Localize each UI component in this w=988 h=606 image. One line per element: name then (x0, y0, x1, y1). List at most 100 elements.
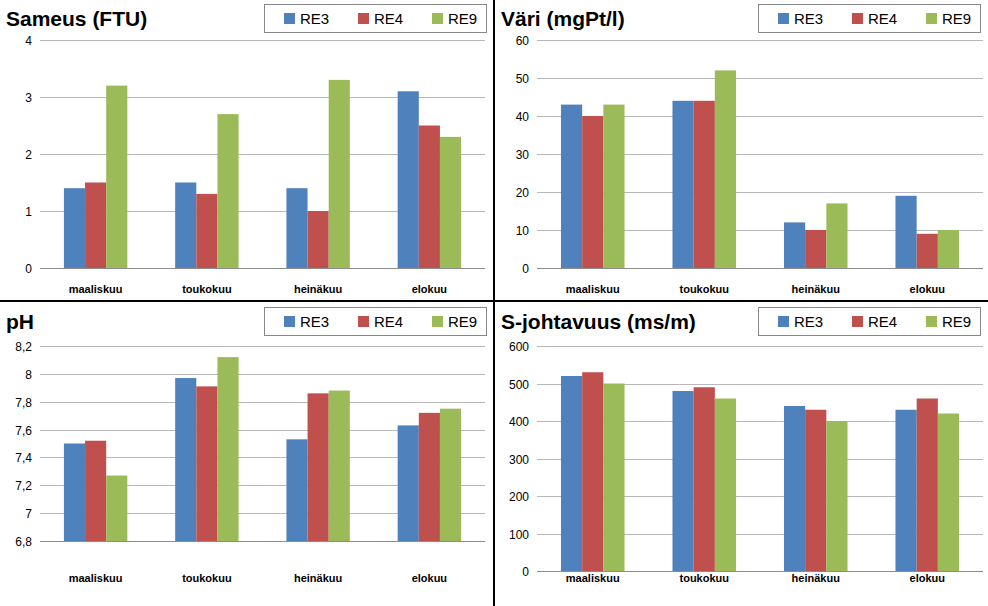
bar (784, 222, 805, 268)
legend-swatch (926, 13, 937, 24)
legend-label: RE4 (868, 313, 897, 330)
grid-line (40, 40, 485, 41)
tick-label: 1 (25, 205, 32, 219)
bar (419, 413, 440, 541)
chart-title: pH (6, 310, 34, 333)
bar (895, 410, 916, 571)
legend-label: RE4 (374, 313, 403, 330)
tick-label: 7,6 (15, 424, 32, 438)
bar (217, 114, 238, 268)
divider (0, 300, 988, 302)
legend-label: RE9 (942, 10, 971, 27)
grid-line (537, 346, 983, 347)
grid-line (40, 541, 485, 542)
category-label: heinäkuu (294, 572, 342, 584)
bar (805, 410, 826, 571)
grid-line (537, 78, 983, 79)
bar (917, 234, 938, 268)
tick-label: 30 (516, 148, 530, 162)
bar (805, 230, 826, 268)
bar (64, 444, 85, 542)
bar (175, 378, 196, 541)
category-label: toukokuu (182, 283, 232, 295)
bar (419, 126, 440, 269)
category-label: heinäkuu (792, 572, 840, 584)
bar (715, 70, 736, 268)
bar (64, 188, 85, 268)
grid-line (40, 268, 485, 269)
bar (715, 399, 736, 572)
bar (196, 194, 217, 268)
tick-label: 0 (522, 262, 529, 276)
legend-label: RE3 (300, 313, 329, 330)
tick-label: 3 (25, 91, 32, 105)
tick-label: 7,8 (15, 396, 32, 410)
bar (196, 386, 217, 541)
tick-label: 500 (509, 378, 529, 392)
grid-line (537, 268, 983, 269)
category-label: elokuu (910, 572, 945, 584)
category-label: maaliskuu (566, 283, 620, 295)
bar (308, 393, 329, 541)
category-label: elokuu (910, 283, 945, 295)
category-label: maaliskuu (69, 283, 123, 295)
bar (826, 421, 847, 571)
chart-title: Sameus (FTU) (6, 7, 147, 30)
category-label: heinäkuu (792, 283, 840, 295)
tick-label: 10 (516, 224, 530, 238)
bar (672, 391, 693, 571)
bar (398, 425, 419, 541)
bar (694, 387, 715, 571)
legend: RE3RE4RE9 (265, 5, 487, 33)
chart-panel: Sameus (FTU)01234maaliskuutoukokuuheinäk… (6, 5, 487, 296)
legend-swatch (284, 316, 295, 327)
legend-box (759, 5, 981, 33)
bar (440, 137, 461, 268)
bar (694, 101, 715, 268)
tick-label: 100 (509, 528, 529, 542)
category-label: toukokuu (182, 572, 232, 584)
divider (493, 0, 495, 606)
category-label: elokuu (412, 572, 447, 584)
category-label: toukokuu (680, 572, 730, 584)
legend-swatch (284, 13, 295, 24)
bar (917, 399, 938, 572)
tick-label: 300 (509, 453, 529, 467)
chart-panel: S-johtavuus (ms/m)0100200300400500600maa… (501, 308, 983, 585)
chart-title: S-johtavuus (ms/m) (501, 310, 696, 333)
bar (329, 80, 350, 268)
x-axis (40, 541, 485, 542)
bar (286, 188, 307, 268)
bar (582, 372, 603, 571)
legend-label: RE3 (794, 313, 823, 330)
chart-panel: Väri (mgPt/l)0102030405060maaliskuutouko… (501, 5, 983, 296)
bar (895, 196, 916, 268)
chart-panel: pH6,877,27,47,67,888,2maaliskuutoukokuuh… (6, 308, 487, 585)
legend-swatch (778, 316, 789, 327)
legend-label: RE4 (868, 10, 897, 27)
tick-label: 4 (25, 34, 32, 48)
tick-label: 7,2 (15, 479, 32, 493)
legend-swatch (432, 316, 443, 327)
legend-swatch (358, 13, 369, 24)
legend-label: RE3 (794, 10, 823, 27)
category-label: heinäkuu (294, 283, 342, 295)
legend-box (265, 308, 487, 336)
legend-swatch (358, 316, 369, 327)
tick-label: 8 (25, 368, 32, 382)
tick-label: 7 (25, 507, 32, 521)
bar (329, 391, 350, 541)
bar (85, 441, 106, 541)
legend-swatch (852, 13, 863, 24)
category-label: toukokuu (680, 283, 730, 295)
tick-label: 0 (25, 262, 32, 276)
legend-box (759, 308, 981, 336)
bar (672, 101, 693, 268)
x-axis (537, 571, 983, 572)
tick-label: 600 (509, 340, 529, 354)
tick-label: 6,8 (15, 535, 32, 549)
bar (603, 105, 624, 268)
category-label: elokuu (412, 283, 447, 295)
tick-label: 400 (509, 415, 529, 429)
category-label: maaliskuu (566, 572, 620, 584)
